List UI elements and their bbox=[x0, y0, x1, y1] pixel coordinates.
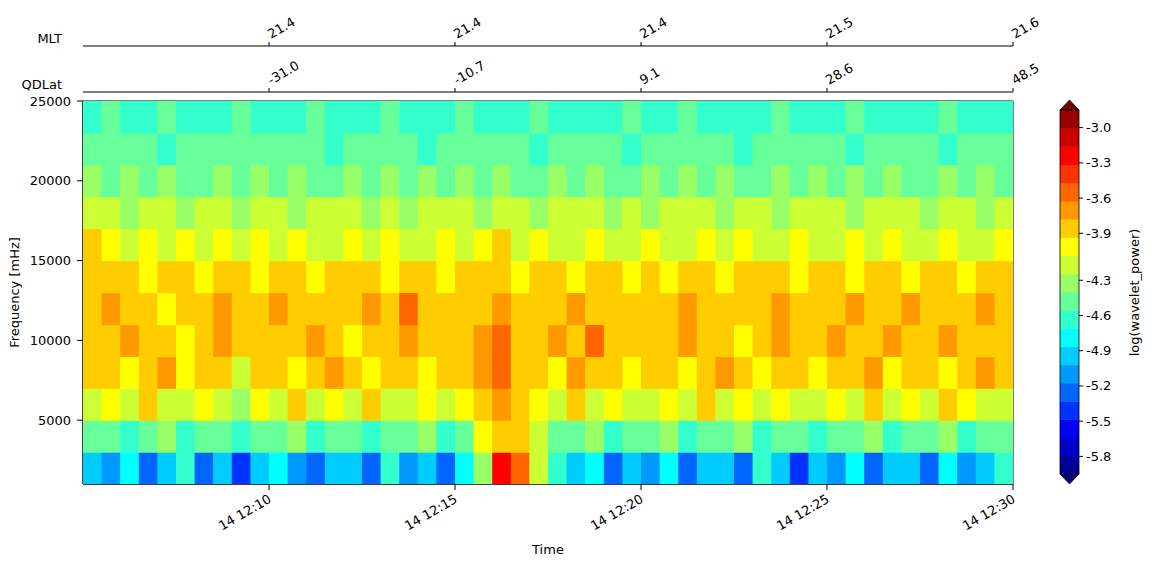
svg-text:-3.6: -3.6 bbox=[1086, 191, 1111, 206]
svg-text:5000: 5000 bbox=[38, 413, 71, 428]
svg-text:21.4: 21.4 bbox=[637, 14, 670, 41]
svg-text:21.6: 21.6 bbox=[1009, 14, 1042, 41]
svg-text:-3.3: -3.3 bbox=[1086, 155, 1111, 170]
svg-text:-3.9: -3.9 bbox=[1086, 226, 1111, 241]
svg-text:Frequency [mHz]: Frequency [mHz] bbox=[7, 237, 22, 348]
svg-text:-4.6: -4.6 bbox=[1086, 308, 1111, 323]
svg-text:21.5: 21.5 bbox=[823, 14, 856, 41]
svg-text:25000: 25000 bbox=[30, 94, 71, 109]
svg-text:QDLat: QDLat bbox=[21, 77, 62, 92]
svg-text:21.4: 21.4 bbox=[451, 14, 484, 41]
svg-text:14 12:15: 14 12:15 bbox=[402, 491, 460, 533]
svg-text:14 12:25: 14 12:25 bbox=[774, 491, 832, 533]
svg-text:-4.3: -4.3 bbox=[1086, 273, 1111, 288]
svg-text:-4.9: -4.9 bbox=[1086, 343, 1111, 358]
svg-text:28.6: 28.6 bbox=[823, 60, 856, 87]
svg-text:14 12:20: 14 12:20 bbox=[588, 491, 646, 533]
svg-text:log(wavelet_power): log(wavelet_power) bbox=[1127, 229, 1142, 357]
svg-text:-3.0: -3.0 bbox=[1086, 120, 1111, 135]
svg-text:Time: Time bbox=[531, 542, 564, 557]
svg-text:21.4: 21.4 bbox=[265, 14, 298, 41]
svg-text:15000: 15000 bbox=[30, 253, 71, 268]
svg-text:-10.7: -10.7 bbox=[451, 58, 488, 88]
svg-text:-5.2: -5.2 bbox=[1086, 378, 1111, 393]
svg-text:-5.8: -5.8 bbox=[1086, 449, 1111, 464]
svg-text:9.1: 9.1 bbox=[637, 64, 662, 87]
svg-text:-31.0: -31.0 bbox=[265, 58, 302, 88]
svg-text:MLT: MLT bbox=[37, 31, 62, 46]
svg-text:20000: 20000 bbox=[30, 173, 71, 188]
svg-text:14 12:10: 14 12:10 bbox=[216, 491, 274, 533]
svg-text:14 12:30: 14 12:30 bbox=[960, 491, 1018, 533]
svg-text:48.5: 48.5 bbox=[1009, 60, 1042, 87]
svg-text:-5.5: -5.5 bbox=[1086, 414, 1111, 429]
svg-text:10000: 10000 bbox=[30, 333, 71, 348]
